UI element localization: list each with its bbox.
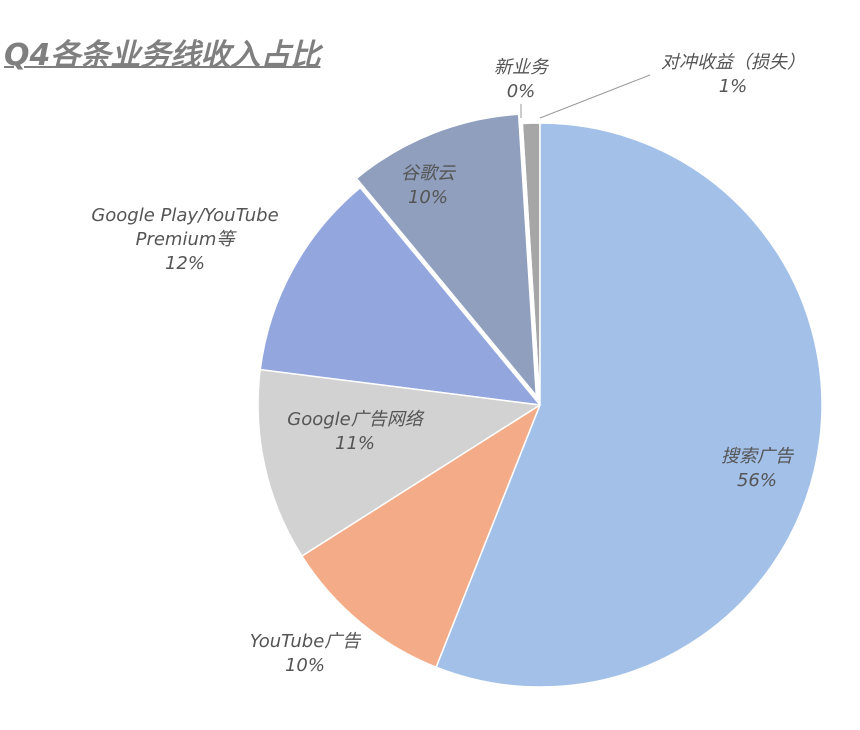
value-label: 11%: [334, 433, 376, 454]
slice-label: 新业务 0%: [494, 56, 548, 104]
slice-label: YouTube广告 10%: [250, 630, 361, 678]
value-label: 10%: [284, 655, 325, 676]
slice-label: Google广告网络 11%: [287, 408, 422, 456]
slice-label: 谷歌云 10%: [401, 162, 455, 210]
category-label: Google广告网络: [287, 409, 423, 430]
category-label: 谷歌云: [401, 163, 455, 184]
value-label: 56%: [736, 470, 777, 491]
pie-slice: [259, 186, 542, 406]
value-label: 10%: [407, 187, 448, 208]
chart-title: Q4各条业务线收入占比: [4, 38, 321, 73]
value-label: 12%: [164, 253, 205, 274]
category-label: 搜索广告: [721, 446, 793, 467]
slice-label: 搜索广告 56%: [721, 445, 793, 493]
pie-slice: [300, 403, 542, 669]
category-label: 对冲收益（损失）: [661, 52, 805, 73]
leader-line: [539, 74, 651, 119]
pie-slice: [435, 122, 823, 688]
category-label: 新业务: [494, 57, 548, 78]
category-label: YouTube广告: [249, 631, 361, 652]
slice-label: Google Play/YouTube Premium等 12%: [65, 204, 305, 276]
pie-slice: [257, 368, 543, 558]
slice-label: 对冲收益（损失） 1%: [661, 51, 805, 99]
value-label: 0%: [506, 81, 536, 102]
category-label: Google Play/YouTube Premium等: [91, 205, 279, 250]
value-label: 1%: [718, 76, 748, 97]
pie-slice: [355, 113, 538, 398]
